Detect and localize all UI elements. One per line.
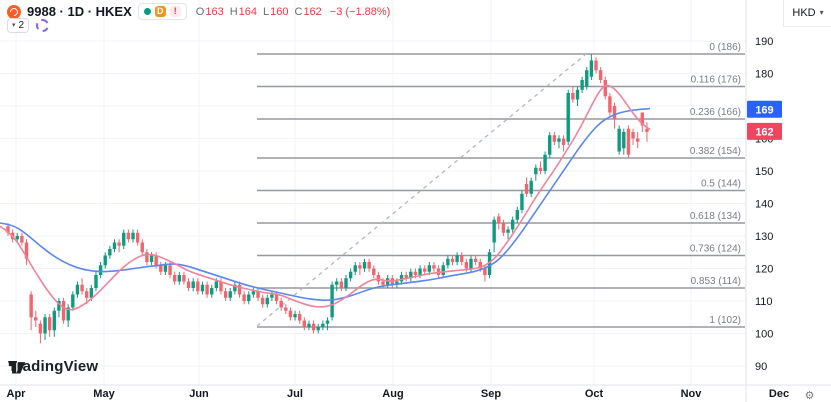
tradingview-logo-icon <box>8 362 26 374</box>
svg-text:0.236 (166): 0.236 (166) <box>690 107 741 118</box>
symbol-logo-icon <box>7 4 21 19</box>
svg-text:120: 120 <box>755 264 773 276</box>
svg-text:1 (102): 1 (102) <box>709 315 741 326</box>
indicator-toolbar: ▾ 2 <box>7 18 50 33</box>
grid-layer <box>0 0 746 385</box>
tradingview-watermark: TradingView <box>8 358 98 375</box>
alert-badge[interactable]: ! <box>169 6 181 17</box>
collapse-indicators-button[interactable]: ▾ 2 <box>7 18 30 33</box>
chevron-down-icon: ▾ <box>12 22 16 29</box>
svg-text:0.736 (124): 0.736 (124) <box>690 244 741 255</box>
high-value: 164 <box>238 5 257 18</box>
svg-text:0.382 (154): 0.382 (154) <box>690 146 741 157</box>
svg-text:190: 190 <box>755 36 773 48</box>
svg-text:Oct: Oct <box>585 388 604 400</box>
change-value: −3 (−1.88%) <box>329 5 391 18</box>
open-label: O <box>195 5 205 18</box>
svg-text:140: 140 <box>755 199 773 211</box>
svg-text:169: 169 <box>755 104 773 116</box>
svg-text:130: 130 <box>755 231 773 243</box>
svg-text:Sep: Sep <box>481 388 501 400</box>
symbol-header: 9988 · 1D · HKEX D ! O 163 H 164 L 160 C 162… <box>7 3 390 20</box>
dividends-badge[interactable]: D <box>154 6 166 17</box>
svg-text:0.618 (134): 0.618 (134) <box>690 211 741 222</box>
svg-text:0 (186): 0 (186) <box>709 42 741 53</box>
trendline[interactable] <box>256 53 587 327</box>
svg-text:Aug: Aug <box>382 388 403 400</box>
svg-text:Apr: Apr <box>7 388 27 400</box>
ohlc-readout: O 163 H 164 L 160 C 162 <box>196 6 322 18</box>
tradingview-watermark-text: TradingView <box>8 358 99 375</box>
svg-text:90: 90 <box>755 361 767 373</box>
open-value: 163 <box>205 5 224 18</box>
currency-label: HKD <box>792 7 816 19</box>
hidden-count-label: 2 <box>18 20 25 31</box>
price-label-162: 162 <box>747 122 782 140</box>
svg-text:180: 180 <box>755 69 773 81</box>
gear-icon: ⚙ <box>804 390 815 402</box>
ma-fast-line[interactable] <box>0 84 651 311</box>
ma-slow-line[interactable] <box>0 107 651 302</box>
low-value: 160 <box>270 5 289 18</box>
high-label: H <box>229 5 238 18</box>
symbol-title[interactable]: 9988 · 1D · HKEX <box>27 4 132 19</box>
svg-text:Dec: Dec <box>769 388 789 400</box>
svg-text:110: 110 <box>755 296 773 308</box>
close-value: 162 <box>303 5 322 18</box>
symbol-status-pill[interactable]: D ! <box>137 3 187 20</box>
chevron-down-icon: ▾ <box>819 8 824 17</box>
price-label-169: 169 <box>747 100 782 118</box>
market-status-dot-icon <box>143 8 151 15</box>
fib-retracement[interactable]: 0 (186) 0.116 (176) 0.236 (166) 0.382 (154)… <box>257 42 745 328</box>
svg-text:Jul: Jul <box>287 388 303 400</box>
price-axis[interactable]: 19018017016015014013012011010090169162 <box>747 36 782 373</box>
svg-text:May: May <box>93 388 115 400</box>
magic-circle-icon[interactable] <box>36 19 50 32</box>
axis-settings-button[interactable]: ⚙ <box>746 386 831 402</box>
svg-text:100: 100 <box>755 329 773 341</box>
candles-layer <box>6 54 649 344</box>
close-label: C <box>294 5 303 18</box>
svg-text:0.5 (144): 0.5 (144) <box>701 179 741 190</box>
svg-text:0.116 (176): 0.116 (176) <box>691 75 741 86</box>
low-label: L <box>263 5 270 18</box>
svg-text:Nov: Nov <box>681 388 703 400</box>
svg-text:0.853 (114): 0.853 (114) <box>691 276 741 287</box>
svg-text:150: 150 <box>755 166 773 178</box>
svg-text:Jun: Jun <box>189 388 209 400</box>
currency-dropdown[interactable]: HKD ▾ <box>783 0 831 27</box>
svg-text:162: 162 <box>755 126 773 138</box>
time-axis[interactable]: Apr May Jun Jul Aug Sep Oct Nov Dec <box>7 388 790 400</box>
